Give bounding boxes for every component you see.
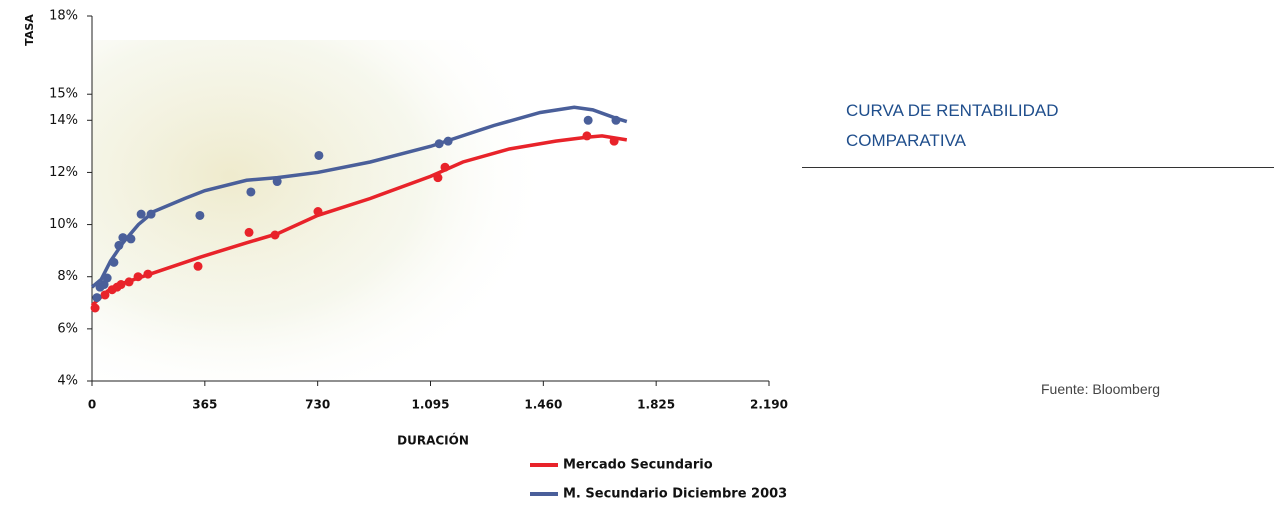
y-tick-label: 8% <box>57 269 78 284</box>
chart-title: CURVA DE RENTABILIDAD COMPARATIVA <box>846 101 1059 150</box>
data-point <box>195 210 205 220</box>
y-tick-label: 6% <box>57 321 78 336</box>
data-point <box>118 233 128 243</box>
data-point <box>143 269 153 279</box>
data-point <box>443 136 453 146</box>
x-tick-label: 1.095 <box>412 398 450 412</box>
y-axis-label: TASA <box>23 14 36 46</box>
data-point <box>246 187 256 197</box>
data-point <box>270 230 280 240</box>
y-tick-label: 18% <box>49 9 78 24</box>
x-tick-label: 730 <box>305 398 330 412</box>
data-point <box>133 272 143 282</box>
x-tick-label: 1.460 <box>524 398 562 412</box>
y-tick-label: 10% <box>49 217 78 232</box>
data-point <box>313 207 323 217</box>
y-tick-label: 12% <box>49 165 78 180</box>
x-tick-label: 365 <box>192 398 217 412</box>
data-point <box>440 162 450 172</box>
chart: TASA DURACIÓN 4% 6% 8% 10% 12% 14% 15% 18% 0 365 7… <box>23 9 788 502</box>
data-point <box>92 293 102 303</box>
data-point <box>314 150 324 160</box>
data-point <box>100 290 110 300</box>
x-tick-label: 1.825 <box>637 398 675 412</box>
data-point <box>136 209 146 219</box>
y-tick-label: 14% <box>49 113 78 128</box>
legend-label: M. Secundario Diciembre 2003 <box>563 487 787 502</box>
data-point <box>583 115 593 125</box>
data-point <box>193 261 203 271</box>
data-point <box>244 227 254 237</box>
data-point <box>611 115 621 125</box>
data-point <box>609 136 619 146</box>
data-point <box>272 177 282 187</box>
data-point <box>126 234 136 244</box>
data-point <box>90 303 100 313</box>
data-point <box>109 257 119 267</box>
data-point <box>124 277 134 287</box>
data-point <box>146 209 156 219</box>
x-tick-label: 2.190 <box>750 398 788 412</box>
data-point <box>114 240 124 250</box>
data-point <box>102 273 112 283</box>
data-point <box>116 280 126 290</box>
x-axis-label: DURACIÓN <box>397 433 469 448</box>
y-tick-label: 15% <box>49 87 78 102</box>
data-point <box>433 173 443 183</box>
y-tick-label: 4% <box>57 374 78 389</box>
data-point <box>582 131 592 141</box>
x-tick-label: 0 <box>88 398 96 412</box>
title-rule <box>802 167 1274 168</box>
legend-label: Mercado Secundario <box>563 458 713 473</box>
data-point <box>434 139 444 149</box>
source-note: Fuente: Bloomberg <box>1041 381 1161 397</box>
